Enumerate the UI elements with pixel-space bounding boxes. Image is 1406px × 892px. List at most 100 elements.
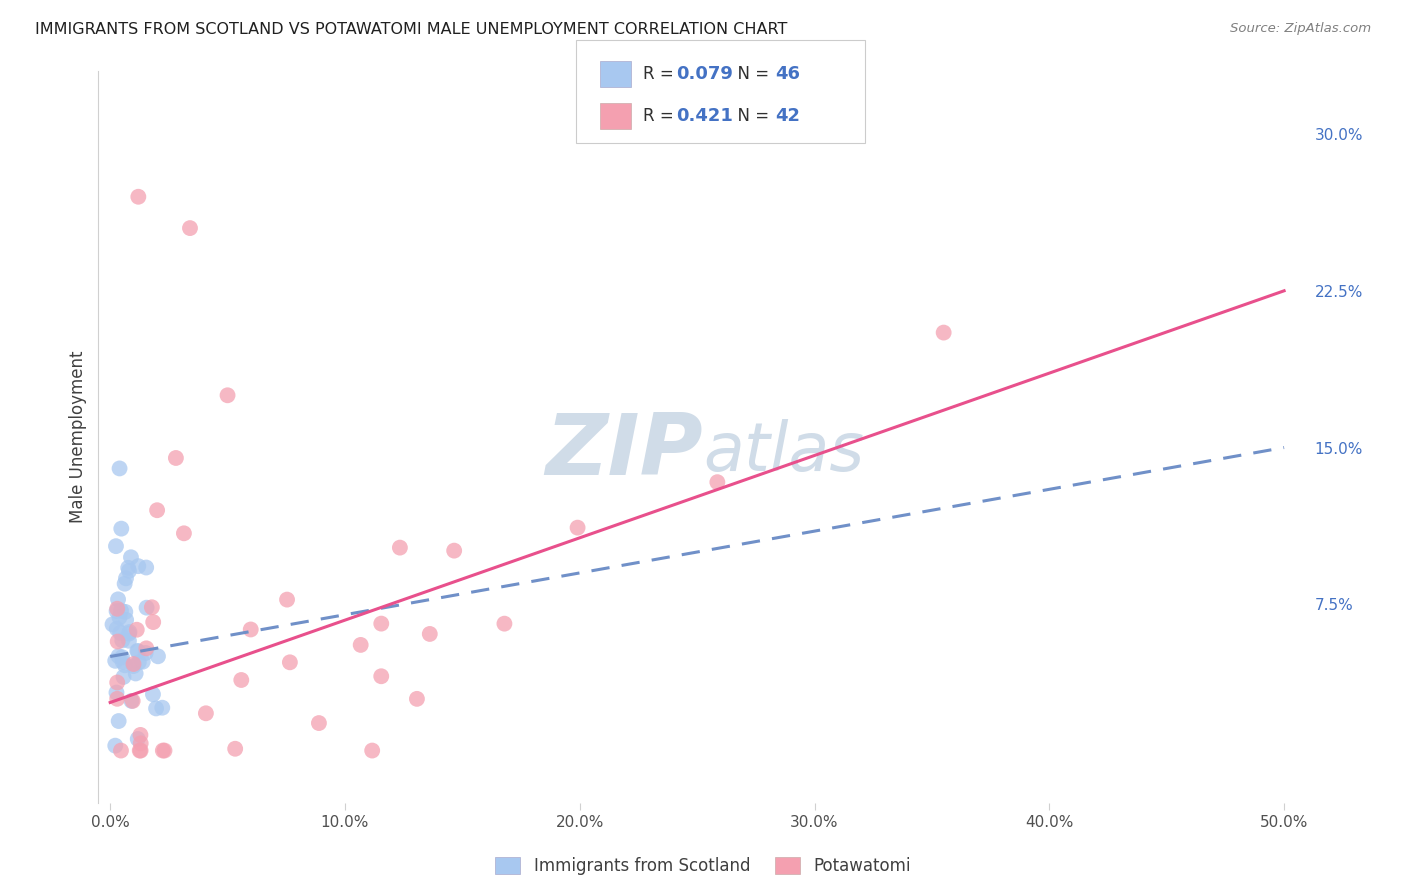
Point xyxy=(104,739,127,753)
Point xyxy=(104,539,127,553)
Point xyxy=(107,649,129,664)
Point xyxy=(224,741,246,756)
Point xyxy=(105,675,128,690)
Point xyxy=(173,526,195,541)
Point xyxy=(217,388,239,402)
Text: R =: R = xyxy=(643,107,679,125)
Text: 42: 42 xyxy=(775,107,800,125)
Point xyxy=(114,658,136,673)
Point xyxy=(111,655,134,669)
Point xyxy=(135,641,157,656)
Point xyxy=(114,605,136,619)
Text: 0.079: 0.079 xyxy=(676,65,733,83)
Point xyxy=(146,503,169,517)
Point xyxy=(129,728,152,742)
Point xyxy=(128,743,150,757)
Text: 46: 46 xyxy=(775,65,800,83)
Point xyxy=(112,670,135,684)
Point xyxy=(932,326,955,340)
Point xyxy=(142,615,165,629)
Point xyxy=(110,604,132,618)
Point xyxy=(115,571,138,585)
Point xyxy=(107,592,129,607)
Text: atlas: atlas xyxy=(703,418,865,484)
Point xyxy=(108,610,131,624)
Point xyxy=(117,561,139,575)
Point xyxy=(121,694,143,708)
Point xyxy=(110,522,132,536)
Point xyxy=(419,627,441,641)
Point xyxy=(121,694,143,708)
Point xyxy=(153,743,176,757)
Point xyxy=(239,623,262,637)
Point xyxy=(127,731,149,746)
Point xyxy=(370,616,392,631)
Point xyxy=(388,541,411,555)
Point xyxy=(114,576,136,591)
Point xyxy=(135,560,157,574)
Point xyxy=(107,714,129,728)
Point xyxy=(115,613,138,627)
Point xyxy=(127,559,149,574)
Point xyxy=(122,657,145,671)
Point xyxy=(118,625,141,640)
Point xyxy=(128,655,150,669)
Point xyxy=(308,716,330,731)
Point xyxy=(108,461,131,475)
Point xyxy=(350,638,373,652)
Point xyxy=(706,475,728,490)
Point xyxy=(361,743,384,757)
Point xyxy=(118,564,141,578)
Point xyxy=(145,701,167,715)
Point xyxy=(104,654,127,668)
Text: Source: ZipAtlas.com: Source: ZipAtlas.com xyxy=(1230,22,1371,36)
Text: R =: R = xyxy=(643,65,679,83)
Point xyxy=(105,604,128,618)
Point xyxy=(110,743,132,757)
Point xyxy=(231,673,253,687)
Point xyxy=(105,622,128,636)
Point xyxy=(132,655,155,669)
Point xyxy=(142,687,165,701)
Point xyxy=(278,656,301,670)
Text: IMMIGRANTS FROM SCOTLAND VS POTAWATOMI MALE UNEMPLOYMENT CORRELATION CHART: IMMIGRANTS FROM SCOTLAND VS POTAWATOMI M… xyxy=(35,22,787,37)
Point xyxy=(152,743,174,757)
Point xyxy=(135,600,157,615)
Point xyxy=(111,650,134,665)
Point xyxy=(118,633,141,648)
Point xyxy=(125,623,148,637)
Point xyxy=(105,685,128,699)
Point xyxy=(494,616,516,631)
Point xyxy=(443,543,465,558)
Point xyxy=(111,633,134,648)
Text: N =: N = xyxy=(727,65,775,83)
Point xyxy=(406,691,429,706)
Point xyxy=(118,626,141,640)
Point xyxy=(127,644,149,658)
Point xyxy=(141,600,163,615)
Point xyxy=(146,649,169,664)
Point xyxy=(179,221,201,235)
Point xyxy=(129,736,152,750)
Point xyxy=(101,617,124,632)
Point xyxy=(129,743,152,757)
Point xyxy=(110,625,132,640)
Point xyxy=(122,659,145,673)
Point xyxy=(567,521,589,535)
Y-axis label: Male Unemployment: Male Unemployment xyxy=(69,351,87,524)
Text: 0.421: 0.421 xyxy=(676,107,733,125)
Point xyxy=(276,592,298,607)
Legend: Immigrants from Scotland, Potawatomi: Immigrants from Scotland, Potawatomi xyxy=(495,856,911,875)
Point xyxy=(120,550,142,565)
Point xyxy=(107,634,129,648)
Point xyxy=(135,646,157,660)
Point xyxy=(370,669,392,683)
Point xyxy=(105,601,128,615)
Point xyxy=(127,644,149,658)
Point xyxy=(105,691,128,706)
Point xyxy=(124,666,146,681)
Point xyxy=(127,190,149,204)
Point xyxy=(194,706,217,721)
Text: ZIP: ZIP xyxy=(546,410,703,493)
Point xyxy=(150,700,173,714)
